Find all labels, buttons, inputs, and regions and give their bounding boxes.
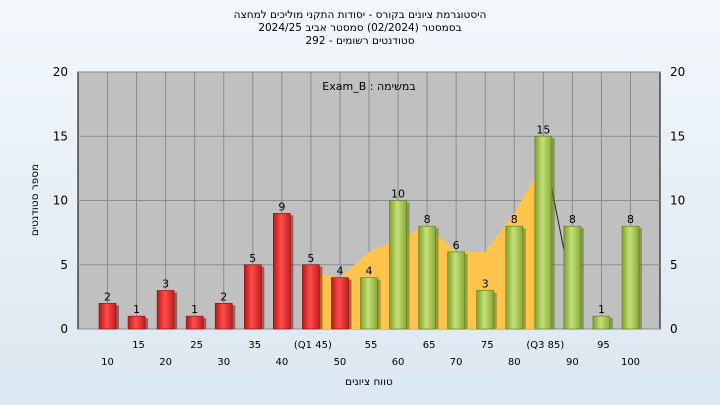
bar-shadow-65 (435, 228, 439, 329)
annotation-label: במשימה : Exam_B (322, 80, 415, 93)
bar-15 (127, 315, 146, 330)
x-tick-95: 95 (597, 340, 610, 351)
y-tick-right: 0 (670, 322, 678, 336)
bar-shadow-75 (493, 292, 497, 329)
data-label-45: 5 (307, 252, 314, 265)
y-tick-right: 20 (670, 65, 685, 79)
x-tick-30: 30 (217, 357, 230, 368)
data-label-75: 3 (482, 277, 489, 290)
bar-shadow-35 (261, 266, 265, 329)
x-tick-100: 100 (621, 357, 640, 368)
bars (98, 135, 642, 330)
data-label-35: 5 (249, 252, 256, 265)
x-tick-50: 50 (334, 357, 347, 368)
bar-shadow-95 (609, 318, 613, 329)
bar-40 (273, 213, 291, 330)
x-axis-title: טווח ציונים (345, 376, 393, 388)
y-tick-right: 10 (670, 194, 685, 208)
bar-shadow-100 (639, 228, 642, 329)
bar-shadow-30 (232, 305, 236, 329)
data-label-25: 1 (191, 303, 198, 316)
bar-75 (476, 290, 495, 330)
chart-subtitle-students: סטודנטים רשומים - 292 (305, 35, 415, 47)
x-tick-25: 25 (190, 340, 203, 351)
data-label-20: 3 (162, 277, 169, 290)
data-label-40: 9 (278, 200, 285, 213)
bar-85 (534, 135, 553, 330)
x-tick-70: 70 (450, 357, 463, 368)
data-label-60: 10 (391, 188, 405, 201)
bar-shadow-25 (203, 318, 207, 329)
bar-shadow-40 (290, 215, 294, 329)
x-tick-65: 65 (423, 340, 436, 351)
data-labels: 2 1 3 1 2 5 9 5 4 4 10 8 6 3 8 15 8 1 8 (104, 123, 634, 316)
bar-70 (447, 251, 465, 330)
x-tick-55: 55 (365, 340, 378, 351)
bar-shadow-55 (377, 279, 381, 329)
data-label-65: 8 (424, 213, 431, 226)
chart-title: היסטוגרמת ציונים בקורס - יסודות התקני מו… (233, 9, 487, 21)
data-label-70: 6 (453, 239, 460, 252)
bar-35 (243, 264, 262, 330)
bar-shadow-45 (319, 266, 323, 329)
bar-shadow-70 (464, 253, 468, 329)
x-tick-15: 15 (132, 340, 145, 351)
bar-45 (302, 264, 320, 330)
y-tick-left: 20 (53, 65, 68, 79)
bar-shadow-20 (174, 292, 178, 329)
bar-80 (505, 225, 524, 330)
bar-60 (389, 200, 407, 330)
data-label-85: 15 (536, 123, 550, 136)
bar-20 (156, 290, 175, 330)
data-label-80: 8 (511, 213, 518, 226)
x-tick-80: 80 (508, 357, 521, 368)
data-label-100: 8 (627, 213, 634, 226)
data-label-95: 1 (598, 303, 605, 316)
x-tick-40: 40 (275, 357, 288, 368)
bar-shadow-15 (145, 318, 149, 329)
bar-shadow-10 (116, 305, 119, 329)
x-tick-75: 75 (481, 340, 494, 351)
bar-shadow-90 (580, 228, 584, 329)
x-tick-60: 60 (392, 357, 405, 368)
bar-65 (418, 225, 436, 330)
bar-shadow-85 (551, 138, 555, 329)
y-tick-left: 15 (53, 129, 68, 143)
bar-10 (98, 302, 117, 330)
chart-subtitle-semester: בסמסטר (02/2024) סמסטר אביב 2024/25 (258, 22, 462, 34)
x-tick-labels: 10 15 20 25 30 35 40 (Q1 45)50 55 60 65 70 75 80 (Q3 8… (101, 340, 640, 368)
bar-50 (331, 277, 349, 330)
y-tick-left: 0 (60, 322, 68, 336)
x-tick-20: 20 (159, 357, 172, 368)
x-tick-45: (Q1 45) (294, 340, 332, 351)
x-tick-35: 35 (248, 340, 261, 351)
bar-100 (621, 225, 640, 330)
x-tick-85: (Q3 85) (526, 340, 564, 351)
y-tick-right: 5 (670, 258, 678, 272)
bar-shadow-50 (348, 279, 352, 329)
data-label-10: 2 (104, 290, 111, 303)
bar-shadow-80 (522, 228, 526, 329)
data-label-50: 4 (336, 265, 343, 278)
bar-95 (592, 315, 611, 330)
chart-title-block: היסטוגרמת ציונים בקורס - יסודות התקני מו… (0, 9, 720, 48)
data-label-55: 4 (366, 265, 373, 278)
x-tick-10: 10 (101, 357, 114, 368)
y-tick-left: 5 (60, 258, 68, 272)
x-tick-90: 90 (566, 357, 579, 368)
y-axis-title: מספר סטודנטים (29, 164, 41, 236)
bar-shadow-60 (406, 202, 410, 329)
data-label-90: 8 (569, 213, 576, 226)
bar-25 (185, 315, 204, 330)
bar-30 (214, 302, 233, 330)
data-label-30: 2 (220, 290, 227, 303)
y-tick-left: 10 (53, 194, 68, 208)
y-tick-right: 15 (670, 129, 685, 143)
bar-90 (563, 225, 582, 330)
data-label-15: 1 (133, 303, 140, 316)
bar-55 (360, 277, 378, 330)
